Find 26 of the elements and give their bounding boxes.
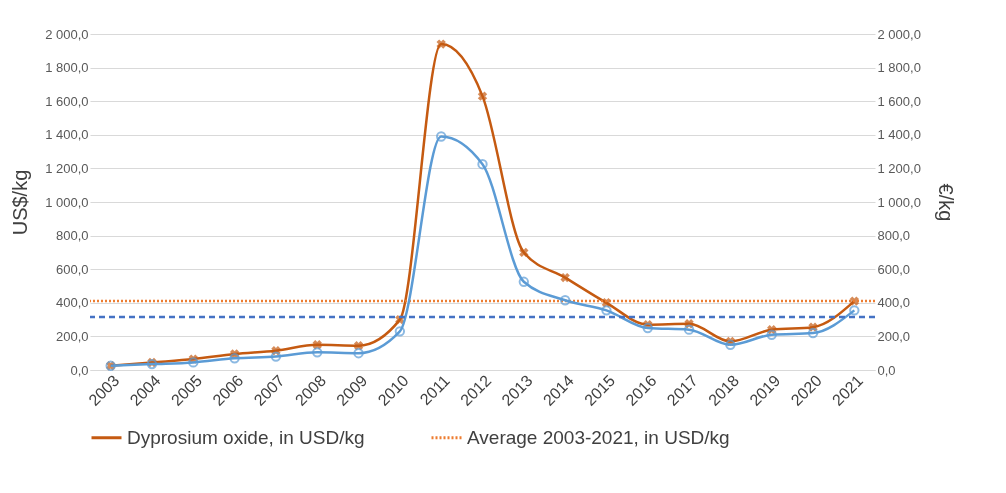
y-tick-label: 1 600,0 xyxy=(45,93,89,109)
y2-tick-label: 1 200,0 xyxy=(877,160,921,176)
y-tick-label: 800,0 xyxy=(55,228,89,244)
legend-label: Dyprosium oxide, in USD/kg xyxy=(127,426,365,448)
y2-tick-label: 0,0 xyxy=(877,362,896,378)
y-tick-label: 1 800,0 xyxy=(45,60,89,76)
y2-axis-title: €/kg xyxy=(934,183,957,222)
y2-tick-label: 1 400,0 xyxy=(877,127,921,143)
y2-tick-label: 800,0 xyxy=(877,228,911,244)
y-tick-label: 1 000,0 xyxy=(45,194,89,210)
y2-tick-label: 600,0 xyxy=(877,261,911,277)
y-tick-label: 1 400,0 xyxy=(45,127,89,143)
y2-tick-label: 400,0 xyxy=(877,295,911,311)
y2-tick-label: 1 000,0 xyxy=(877,194,921,210)
y2-tick-label: 2 000,0 xyxy=(877,26,921,42)
y-tick-label: 1 200,0 xyxy=(45,160,89,176)
y-tick-label: 200,0 xyxy=(55,328,89,344)
legend-label: Average 2003-2021, in USD/kg xyxy=(467,426,730,448)
y-tick-label: 2 000,0 xyxy=(45,26,89,42)
y-tick-label: 400,0 xyxy=(55,295,89,311)
y-axis-title: US$/kg xyxy=(9,169,32,236)
y2-tick-label: 1 600,0 xyxy=(877,93,921,109)
y2-tick-label: 200,0 xyxy=(877,328,911,344)
y2-tick-label: 1 800,0 xyxy=(877,60,921,76)
y-tick-label: 0,0 xyxy=(70,362,89,378)
y-tick-label: 600,0 xyxy=(55,261,89,277)
